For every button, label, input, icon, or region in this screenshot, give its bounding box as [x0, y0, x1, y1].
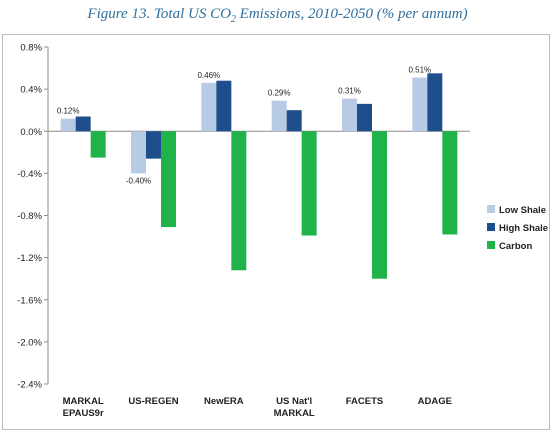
y-tick-label: -2.0%	[17, 337, 42, 348]
y-tick-label: -1.6%	[17, 295, 42, 306]
category-label: NewERA	[204, 396, 244, 407]
bar-low-shale	[131, 131, 146, 174]
chart-title: Figure 13. Total US CO2 Emissions, 2010-…	[87, 6, 468, 25]
category-label: MARKAL	[274, 408, 315, 419]
bar-carbon	[161, 131, 176, 228]
y-tick-label: 0.4%	[20, 85, 42, 96]
bar-low-shale	[412, 77, 428, 132]
bar-high-shale	[216, 80, 232, 132]
bar-low-shale	[60, 118, 76, 132]
category-label: EPAUS9r	[63, 408, 104, 419]
bar-high-shale	[75, 116, 91, 132]
bar-low-shale	[201, 82, 217, 132]
legend-label: Low Shale	[499, 205, 546, 216]
legend-swatch	[487, 241, 495, 249]
y-tick-label: -2.4%	[17, 380, 42, 391]
bar-carbon	[442, 131, 458, 235]
legend-label: Carbon	[499, 241, 532, 252]
category-label: ADAGE	[418, 396, 452, 407]
bar-low-shale	[342, 98, 357, 132]
bar-carbon	[231, 131, 247, 271]
data-label: 0.46%	[197, 71, 220, 80]
data-label: 0.29%	[268, 89, 291, 98]
bar-low-shale	[271, 100, 287, 132]
chart-frame	[2, 34, 550, 430]
data-label: -0.40%	[126, 176, 151, 185]
bar-high-shale	[146, 131, 161, 159]
legend-label: High Shale	[499, 223, 548, 234]
data-label: 0.51%	[408, 66, 431, 75]
bar-high-shale	[286, 110, 302, 132]
y-tick-label: -1.2%	[17, 253, 42, 264]
bar-high-shale	[357, 103, 372, 132]
y-tick-label: -0.8%	[17, 211, 42, 222]
category-label: MARKAL	[63, 396, 104, 407]
y-tick-label: 0.8%	[20, 43, 42, 54]
category-label: US Nat'l	[276, 396, 312, 407]
data-label: 0.31%	[338, 87, 361, 96]
bar-carbon	[372, 131, 387, 279]
data-label: 0.12%	[57, 107, 80, 116]
category-label: US-REGEN	[128, 396, 178, 407]
bar-carbon	[301, 131, 317, 236]
y-tick-label: -0.4%	[17, 169, 42, 180]
bar-high-shale	[427, 73, 443, 132]
category-label: FACETS	[346, 396, 383, 407]
y-tick-label: 0.0%	[20, 127, 42, 138]
legend-swatch	[487, 205, 495, 213]
legend-swatch	[487, 223, 495, 231]
bar-carbon	[90, 131, 106, 158]
